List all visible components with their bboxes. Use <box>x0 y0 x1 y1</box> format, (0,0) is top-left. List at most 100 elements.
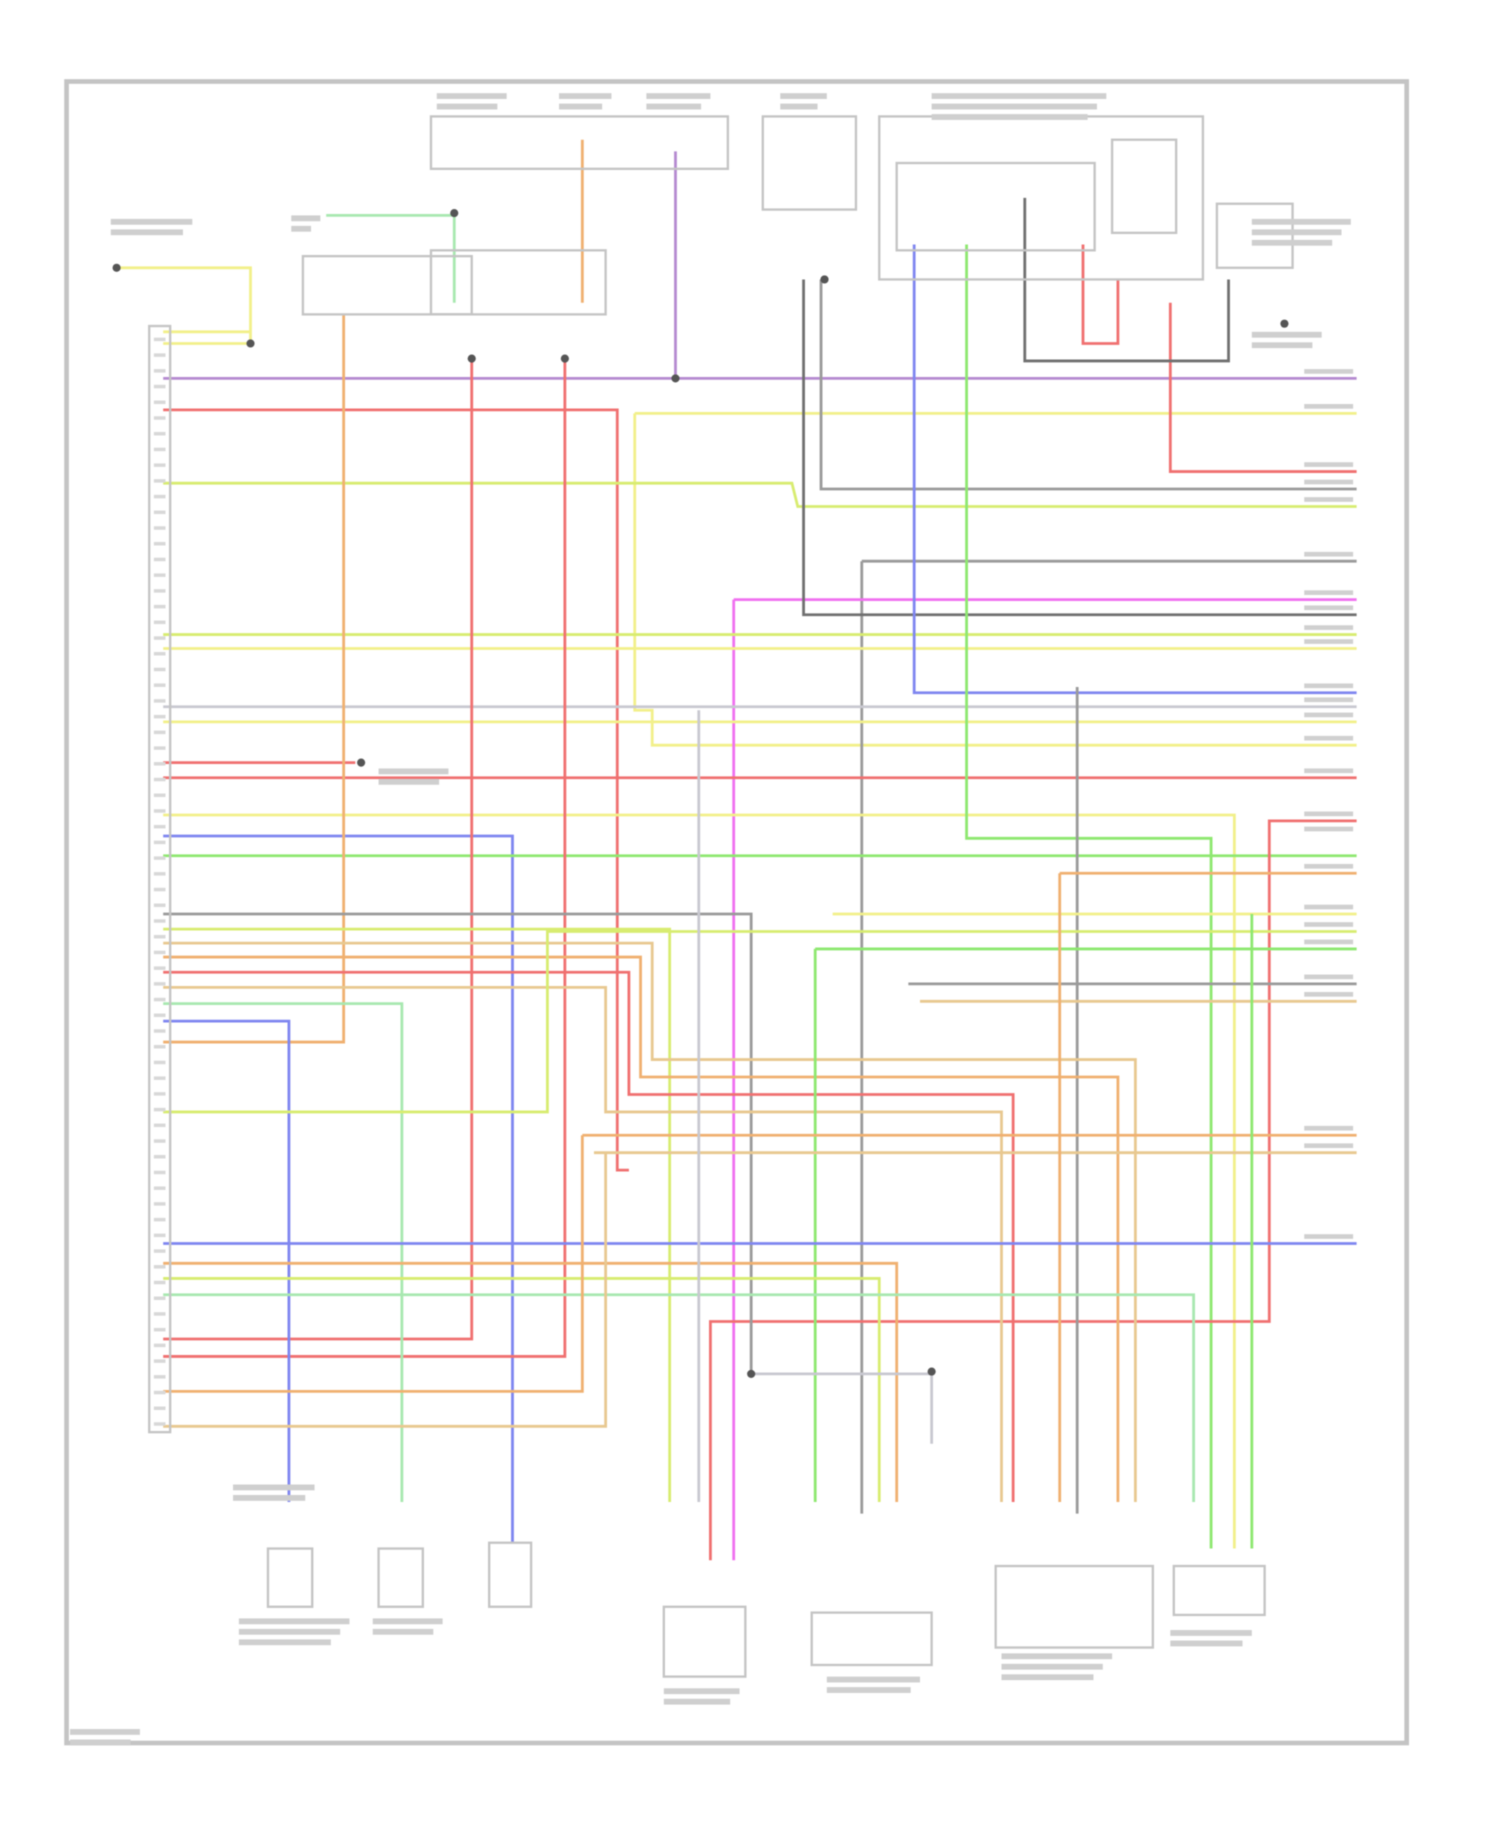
fuse-box-top <box>429 115 730 170</box>
splice-dot <box>820 275 829 284</box>
pin-label <box>153 1375 166 1379</box>
components <box>112 115 1294 1678</box>
pin-label <box>153 683 166 687</box>
wire-label <box>1304 826 1354 832</box>
label-placeholders <box>70 93 1354 1746</box>
label-placeholder <box>436 103 498 110</box>
splice-dot <box>1280 319 1289 328</box>
pin-label <box>153 746 166 750</box>
wire-label <box>1304 939 1354 945</box>
wire-yellow-green <box>163 930 1357 1114</box>
pin-label <box>153 824 166 829</box>
splice-dot <box>357 758 366 767</box>
pin-label <box>153 1123 166 1128</box>
wire-light-gray <box>751 1372 934 1444</box>
pin-label <box>153 479 166 483</box>
label-placeholder <box>291 225 312 232</box>
wire-label <box>1304 605 1354 611</box>
wire-tan <box>163 941 1137 1502</box>
label-placeholder <box>1170 1640 1243 1647</box>
label-placeholder <box>238 1628 341 1635</box>
wire-red <box>163 355 474 1341</box>
wire-label <box>1304 811 1354 817</box>
pin-label <box>153 573 166 577</box>
wire-label <box>1304 404 1354 409</box>
splice-dot <box>747 1369 756 1378</box>
pin-label <box>153 604 166 609</box>
label-placeholder <box>1251 342 1313 349</box>
wire-blue <box>163 1019 291 1502</box>
wire-orange <box>163 1135 584 1393</box>
pin-label <box>153 1343 166 1348</box>
pin-label <box>153 431 166 436</box>
pin-label <box>153 966 166 970</box>
wire-yellow <box>116 266 252 345</box>
wire-label <box>1304 992 1354 997</box>
pin-label <box>153 1155 166 1159</box>
wire-orange <box>163 955 1120 1502</box>
pin-label <box>153 934 166 939</box>
pin-label <box>153 809 166 813</box>
pin-label <box>153 777 166 782</box>
pin-label <box>153 1092 166 1096</box>
label-placeholder <box>238 1639 331 1646</box>
sensor-3 <box>488 1541 533 1608</box>
wire-label <box>1304 712 1354 718</box>
wire-label <box>1304 974 1354 980</box>
wire-label <box>1304 479 1354 485</box>
wire-label <box>1304 922 1354 927</box>
label-placeholder <box>372 1628 434 1635</box>
splice-dot <box>560 354 569 363</box>
pin-label <box>153 463 166 467</box>
wire-light-green <box>326 214 456 303</box>
pin-label <box>153 1202 166 1206</box>
wire-tan <box>163 1152 608 1428</box>
wire-label <box>1304 1234 1354 1239</box>
pin-label <box>153 1390 166 1395</box>
switch-right <box>429 249 607 316</box>
pin-label <box>153 589 166 593</box>
wire-label <box>1304 639 1354 644</box>
pin-label <box>153 416 166 420</box>
label-placeholder <box>931 103 1097 110</box>
pin-label <box>153 353 166 357</box>
sensor-4 <box>662 1605 747 1678</box>
wire-label <box>1304 735 1354 741</box>
pin-label <box>153 510 166 515</box>
pin-label <box>153 1029 166 1033</box>
pin-label <box>153 699 166 703</box>
pin-label <box>153 1280 166 1285</box>
sensor-6 <box>1172 1564 1266 1617</box>
pin-label <box>153 652 166 656</box>
left-connector <box>148 324 172 1434</box>
pin-label <box>153 1249 166 1253</box>
wire-orange <box>163 314 346 1044</box>
label-placeholder <box>1001 1663 1103 1670</box>
wire-orange <box>163 1261 899 1502</box>
splice-dot <box>246 339 255 348</box>
pin-label <box>153 919 166 923</box>
pin-label <box>153 887 166 892</box>
wire-red <box>163 408 629 1172</box>
label-placeholder <box>780 93 827 99</box>
splice-dot <box>112 263 121 272</box>
splice-dot <box>467 354 476 363</box>
label-placeholder <box>931 114 1088 120</box>
wire-light-green <box>163 1293 1196 1502</box>
wire-red <box>1168 302 1357 473</box>
pin-label <box>153 903 166 908</box>
pin-label <box>153 400 166 405</box>
label-placeholder <box>1170 1630 1252 1636</box>
label-placeholder <box>663 1688 740 1695</box>
wire-red <box>163 970 1015 1502</box>
diagram-frame <box>64 79 1410 1746</box>
pin-label <box>153 793 166 797</box>
label-placeholder <box>1001 1674 1094 1681</box>
pin-label <box>153 997 166 1002</box>
label-placeholder <box>559 103 603 110</box>
pin-label <box>153 1296 166 1300</box>
label-placeholder <box>1251 331 1322 338</box>
wire-green <box>965 244 1213 1549</box>
label-placeholder <box>646 103 702 110</box>
pin-label <box>153 950 166 955</box>
